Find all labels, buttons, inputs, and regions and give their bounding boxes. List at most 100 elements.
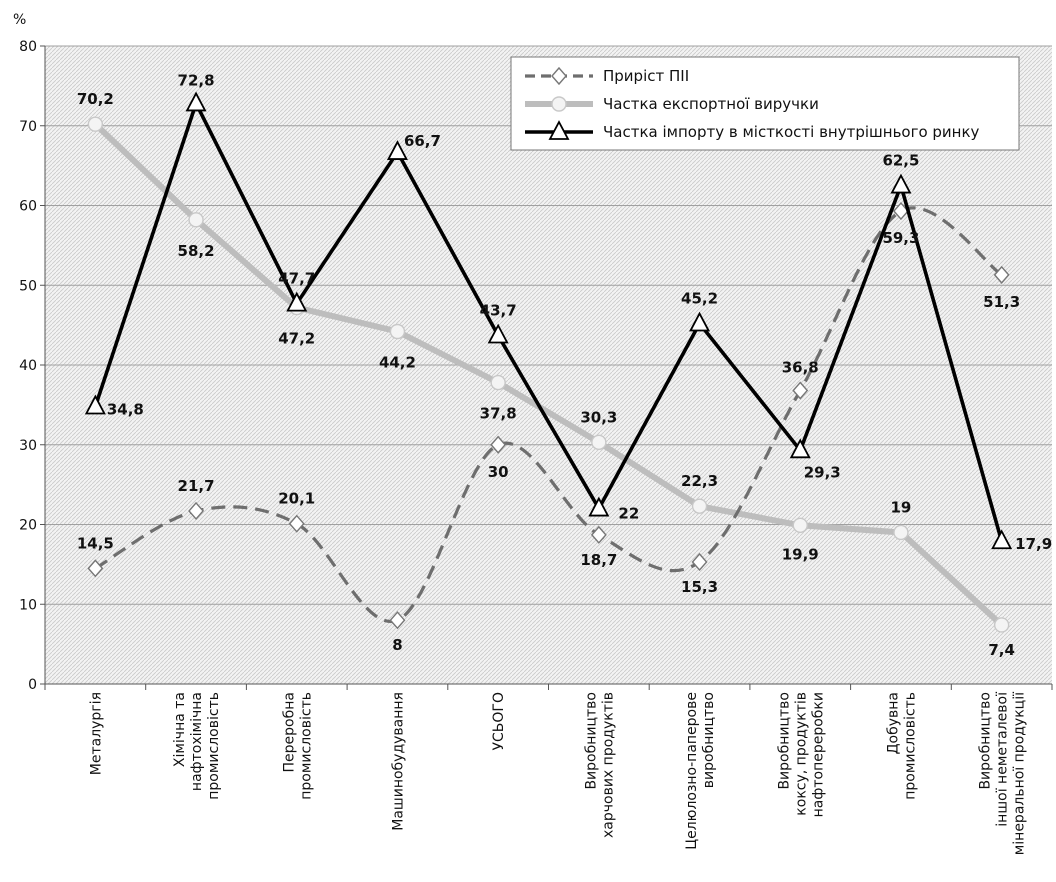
- data-label-fdi-growth: 15,3: [681, 578, 718, 596]
- data-label-fdi-growth: 18,7: [580, 551, 617, 569]
- data-label-export-share: 44,2: [379, 354, 416, 372]
- data-label-import-share: 72,8: [178, 71, 215, 89]
- data-point-import-share: [487, 323, 509, 344]
- x-tick-label-line: коксу, продуктів: [793, 692, 809, 816]
- data-point-fdi-growth: [792, 381, 809, 400]
- legend-label: Приріст ПІІ: [603, 67, 689, 85]
- legend-marker: [551, 96, 567, 112]
- data-label-import-share: 45,2: [681, 290, 718, 308]
- data-point-export-share: [591, 434, 607, 451]
- data-point-fdi-growth: [188, 501, 204, 521]
- x-tick-label-line: Целюлозно-паперове: [684, 692, 700, 850]
- data-label-export-share: 70,2: [77, 90, 114, 108]
- data-label-import-share: 29,3: [804, 463, 841, 481]
- x-tick-label-line: Добувна: [885, 692, 901, 754]
- legend-marker: [548, 120, 570, 140]
- data-point-fdi-growth: [590, 525, 607, 544]
- x-tick-label: Виробництво харчових продуктів: [583, 692, 616, 838]
- data-label-export-share: 30,3: [580, 408, 617, 426]
- data-point-export-share: [87, 116, 104, 132]
- x-tick-label-line: Металургія: [88, 692, 104, 775]
- x-tick-label-line: нафтопереробки: [810, 692, 826, 817]
- x-tick-label-line: Переробна: [281, 692, 297, 772]
- data-label-import-share: 47,7: [278, 270, 315, 288]
- data-point-fdi-growth: [490, 435, 507, 454]
- legend-label: Частка імпорту в місткості внутрішнього …: [603, 123, 980, 141]
- data-point-import-share: [588, 496, 610, 517]
- data-label-fdi-growth: 14,5: [77, 534, 114, 552]
- x-tick-label-line: Хімічна та: [172, 692, 188, 767]
- legend-entry: Частка експортної виручки: [525, 95, 819, 113]
- data-label-fdi-growth: 59,3: [882, 229, 919, 247]
- data-point-export-share: [893, 524, 909, 541]
- data-point-import-share: [890, 173, 912, 194]
- x-tick-label-line: мінеральної продукції: [1012, 692, 1028, 855]
- data-label-fdi-growth: 51,3: [983, 293, 1020, 311]
- x-tick-label: Добувна промисловість: [885, 692, 918, 800]
- data-point-fdi-growth: [288, 514, 305, 533]
- series-line-import-share: [93, 98, 1004, 542]
- legend: Приріст ПІІ Частка експортної виручки Част…: [510, 56, 1020, 151]
- legend-marker: [551, 66, 567, 86]
- x-tick-label: Переробна промисловість: [281, 692, 314, 800]
- y-tick-label: 60: [19, 199, 37, 215]
- data-point-import-share: [84, 394, 106, 415]
- data-point-import-share: [991, 529, 1013, 550]
- x-tick-label: УСЬОГО: [491, 692, 507, 751]
- y-tick-label: 40: [19, 358, 37, 374]
- y-tick-label: 30: [19, 438, 37, 454]
- data-point-export-share: [389, 323, 406, 340]
- x-tick-label-line: промисловість: [902, 692, 918, 800]
- x-tick-label-line: іншої неметалевої: [995, 692, 1011, 827]
- x-tick-label-line: Виробництво: [583, 692, 599, 790]
- data-point-fdi-growth: [691, 552, 708, 572]
- x-tick-label: Машинобудування: [390, 692, 406, 831]
- data-labels: 70,2 58,2 47,2 44,2 37,8 30,3 22,3 19,9 19 7,4 34,…: [77, 71, 1052, 659]
- x-tick-label: Металургія: [88, 692, 104, 775]
- legend-entry: Приріст ПІІ: [525, 66, 689, 86]
- data-point-import-share: [789, 438, 811, 459]
- legend-label: Частка експортної виручки: [603, 95, 819, 113]
- x-tick-label-line: Виробництво: [978, 692, 994, 790]
- x-tick-label-line: промисловість: [206, 692, 222, 800]
- series-import-share: [84, 91, 1013, 550]
- x-axis-ticks: Металургія Хімічна та нафтохімічна промисло…: [44, 684, 1053, 855]
- data-point-import-share: [689, 311, 711, 332]
- data-point-fdi-growth: [993, 265, 1010, 284]
- data-point-fdi-growth: [87, 559, 104, 578]
- data-label-export-share: 19,9: [782, 545, 819, 563]
- y-tick-label: 0: [28, 677, 37, 693]
- data-label-fdi-growth: 8: [392, 636, 402, 654]
- x-tick-label: Виробництво іншої неметалевої мінеральної …: [978, 692, 1028, 855]
- data-point-import-share: [185, 91, 207, 112]
- series-line-export-share: [93, 121, 1004, 628]
- data-label-fdi-growth: 36,8: [782, 359, 819, 377]
- data-label-import-share: 17,9: [1015, 535, 1052, 553]
- x-tick-label-line: нафтохімічна: [189, 692, 205, 791]
- x-tick-label-line: промисловість: [298, 692, 314, 800]
- data-label-export-share: 47,2: [278, 330, 315, 348]
- x-tick-label-line: Виробництво: [776, 692, 792, 790]
- data-label-fdi-growth: 30: [488, 463, 509, 481]
- data-point-export-share: [792, 517, 808, 533]
- data-label-export-share: 37,8: [480, 405, 517, 423]
- y-tick-label: 50: [19, 278, 37, 294]
- y-tick-label: 10: [19, 597, 37, 613]
- data-point-export-share: [691, 498, 708, 514]
- series-layer: [84, 91, 1013, 633]
- data-point-export-share: [188, 212, 204, 228]
- y-tick-label: 70: [19, 119, 37, 135]
- series-line-fdi-growth: [94, 206, 1003, 624]
- data-label-import-share: 43,7: [480, 301, 517, 319]
- x-tick-label: Виробництво коксу, продуктів нафтопереробк…: [776, 692, 826, 817]
- legend-box: [510, 56, 1020, 151]
- data-point-export-share: [993, 617, 1010, 633]
- legend-entry: Частка імпорту в місткості внутрішнього …: [525, 120, 980, 141]
- data-point-import-share: [386, 140, 408, 160]
- data-label-import-share: 66,7: [404, 132, 441, 150]
- data-label-import-share: 22: [618, 505, 639, 523]
- data-label-fdi-growth: 20,1: [278, 490, 315, 508]
- data-label-import-share: 34,8: [107, 400, 144, 418]
- x-tick-label-line: Машинобудування: [390, 692, 406, 831]
